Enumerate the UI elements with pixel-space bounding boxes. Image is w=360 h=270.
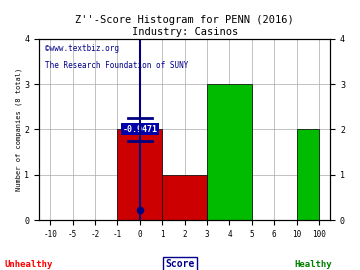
Bar: [162, 175, 207, 220]
Text: ©www.textbiz.org: ©www.textbiz.org: [45, 44, 119, 53]
Text: -0.9471: -0.9471: [122, 125, 157, 134]
Text: Healthy: Healthy: [294, 260, 332, 269]
Y-axis label: Number of companies (8 total): Number of companies (8 total): [15, 68, 22, 191]
Title: Z''-Score Histogram for PENN (2016)
Industry: Casinos: Z''-Score Histogram for PENN (2016) Indu…: [75, 15, 294, 37]
Text: The Research Foundation of SUNY: The Research Foundation of SUNY: [45, 60, 188, 69]
Bar: [297, 129, 319, 220]
Text: Score: Score: [165, 259, 195, 269]
Bar: [117, 129, 162, 220]
Text: Unhealthy: Unhealthy: [5, 260, 53, 269]
Bar: [207, 84, 252, 220]
